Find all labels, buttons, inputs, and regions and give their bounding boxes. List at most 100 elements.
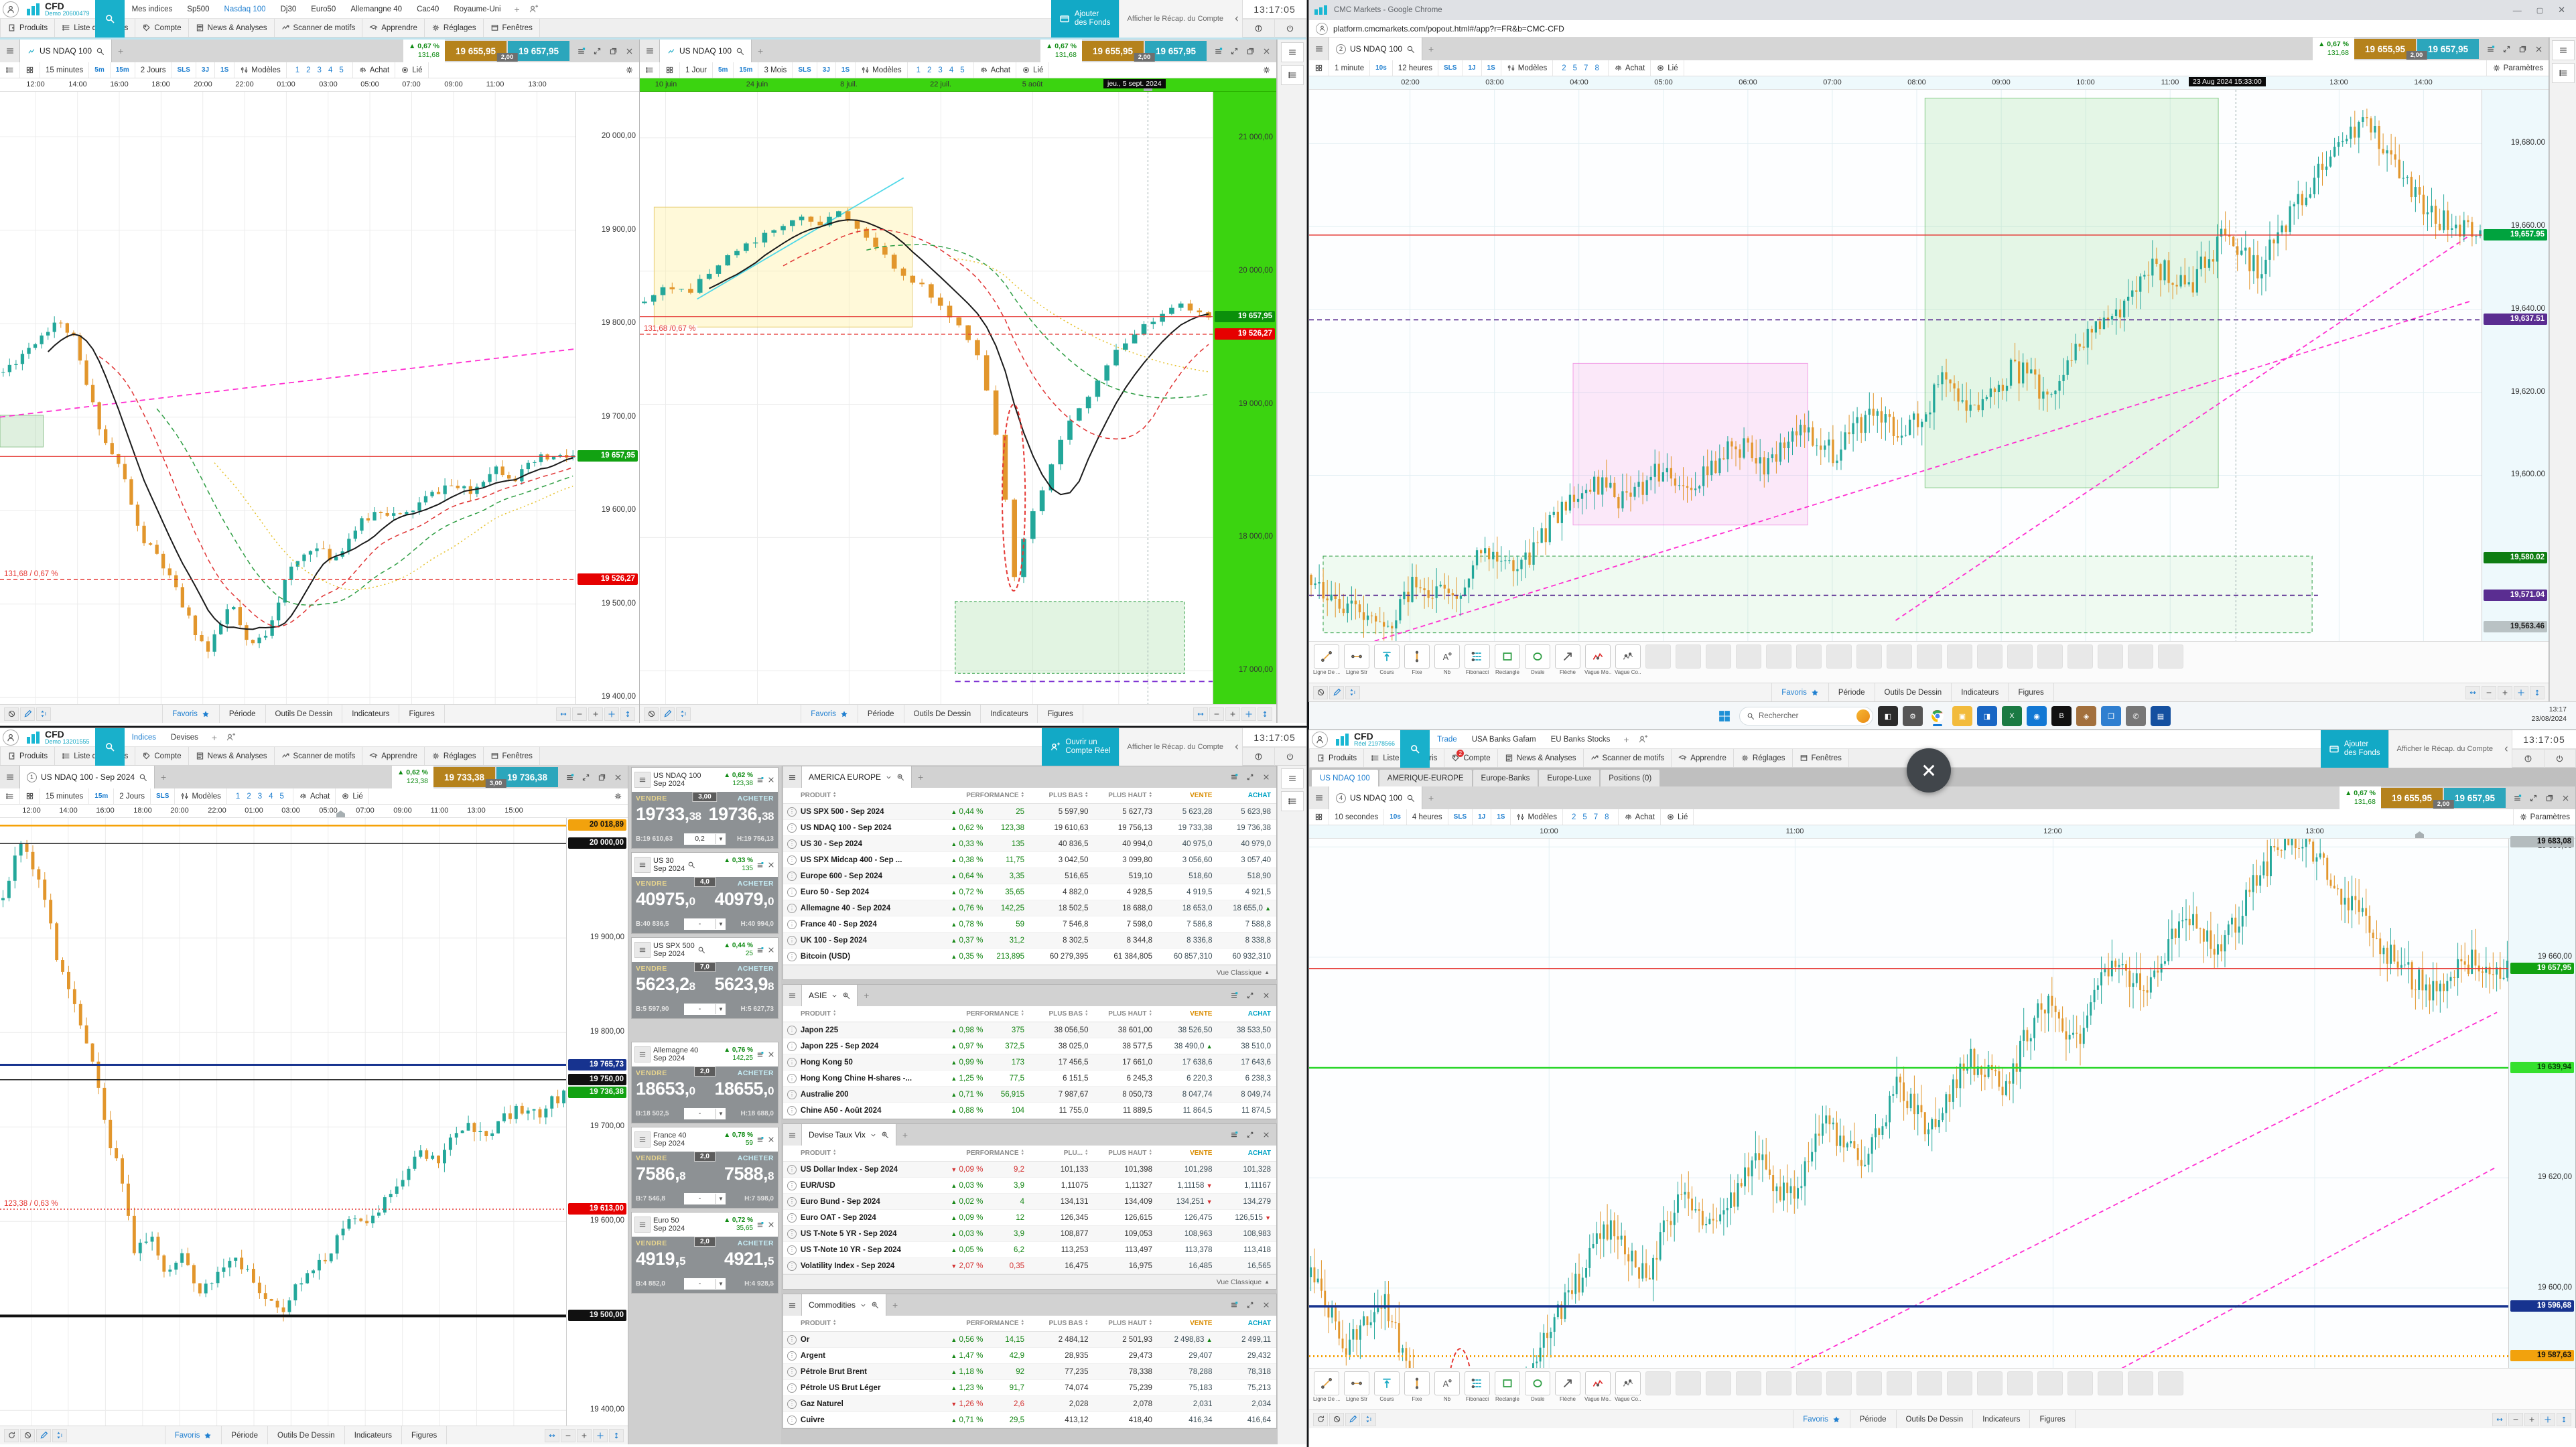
tool-1[interactable]: Ligne Str — [1343, 1371, 1370, 1402]
watchlist-row[interactable]: ⋮ Japon 225 ▲ 0,98 % 375 38 056,50 38 601,00 3… — [783, 1022, 1276, 1038]
ban-icon[interactable] — [20, 1428, 35, 1442]
tool-empty-slot[interactable] — [1826, 1371, 1852, 1395]
bottombar-item[interactable]: Outils De Dessin — [904, 705, 981, 723]
chart-type-icon[interactable] — [2510, 790, 2524, 805]
period-selector[interactable]: 1 Jour — [680, 62, 713, 78]
bottombar-item[interactable]: Période — [858, 705, 904, 723]
range-quick-1J[interactable]: 1J — [1473, 809, 1492, 825]
sell-price-button[interactable]: 19 655,95 — [1082, 41, 1144, 61]
search-icon[interactable] — [1406, 794, 1415, 803]
sell-price-button[interactable]: 19 733,38 — [433, 767, 495, 787]
close-icon[interactable] — [1259, 44, 1274, 58]
pencil-icon[interactable] — [660, 707, 675, 721]
watchlist-row[interactable]: ⋮ Or ▲ 0,56 % 14,15 2 484,12 2 501,93 2 498,83… — [783, 1332, 1276, 1348]
session-marker[interactable] — [336, 811, 345, 817]
range-quick-1J[interactable]: 1J — [1463, 60, 1482, 76]
instrument-info-icon[interactable]: ⋮ — [787, 839, 797, 849]
ban-icon[interactable] — [1329, 1412, 1344, 1426]
tool-empty-slot[interactable] — [1675, 1371, 1702, 1395]
taskbar-search[interactable]: Rechercher — [1739, 707, 1873, 726]
panel-options-icon[interactable] — [1227, 1298, 1241, 1312]
linked-button[interactable]: Lié — [1651, 60, 1684, 76]
price-chart[interactable] — [1309, 839, 2509, 1368]
range-quick-1S[interactable]: 1S — [215, 62, 235, 78]
popout-icon[interactable] — [1243, 44, 1258, 58]
bottombar-favoris[interactable]: Favoris — [164, 1426, 222, 1444]
watchlist-row[interactable]: ⋮ France 40 - Sep 2024 ▲ 0,78 % 59 7 546,8 7 … — [783, 916, 1276, 933]
watchlist-row[interactable]: ⋮ EUR/USD ▲ 0,03 % 3,9 1,11075 1,11327 1,11158… — [783, 1178, 1276, 1194]
tool-empty-slot[interactable] — [1705, 644, 1732, 669]
instrument-info-icon[interactable]: ⋮ — [787, 903, 797, 913]
add-workspace-button[interactable]: + — [211, 732, 217, 743]
menu-5[interactable]: Apprendre — [362, 19, 425, 37]
taskbar-app-icon[interactable]: B — [2051, 706, 2072, 726]
taskbar-app-icon[interactable]: ◨ — [1977, 706, 1997, 726]
taskbar-app-icon[interactable]: ✆ — [2126, 706, 2146, 726]
menu-5[interactable]: Apprendre — [362, 747, 425, 765]
range-selector[interactable]: 3 Mois — [758, 62, 793, 78]
new-tab-button[interactable]: + — [1428, 793, 1434, 803]
tool-empty-slot[interactable] — [1976, 644, 2003, 669]
close-icon[interactable] — [2558, 790, 2573, 805]
zoom-vexp-icon[interactable] — [2530, 685, 2545, 699]
menu-2[interactable]: Compte 2 — [1444, 749, 1498, 767]
vente-cell[interactable]: 2 498,83 ▲ — [1174, 1335, 1213, 1344]
watchlist-tab[interactable]: Commodities — [802, 1294, 887, 1316]
search-icon[interactable] — [697, 946, 705, 954]
achat-cell[interactable]: 1,11167 — [1244, 1181, 1272, 1190]
workspace-tab[interactable]: Euro50 — [311, 5, 336, 13]
workspace-tab[interactable]: Allemangne 40 — [350, 5, 403, 13]
tool-empty-slot[interactable] — [2007, 1371, 2033, 1395]
layout-grid-icon[interactable] — [660, 62, 680, 78]
taskbar-clock[interactable]: 13:17 23/08/2024 — [2531, 705, 2567, 723]
add-watchlist-tab[interactable]: + — [902, 1129, 908, 1140]
avatar[interactable] — [3, 729, 19, 746]
tool-empty-slot[interactable] — [1675, 644, 1702, 669]
workspace-layout-icon[interactable] — [1635, 734, 1651, 744]
period-quick-10s[interactable]: 10s — [1384, 809, 1407, 825]
menu-0[interactable]: Produits — [0, 747, 56, 765]
vente-cell[interactable]: 38 526,50 — [1178, 1026, 1213, 1034]
taskbar-app-icon[interactable]: ⚙ — [1903, 706, 1923, 726]
menu-4[interactable]: Scanner de motifs — [274, 747, 363, 765]
ticket-buy-price[interactable]: 19736,38 — [708, 804, 774, 824]
vente-cell[interactable]: 5 623,28 — [1182, 807, 1213, 816]
primary-account-button[interactable]: Ouvrir un Compte Réel — [1042, 728, 1119, 766]
tool-10[interactable]: Vague Co... — [1615, 644, 1641, 675]
tool-empty-slot[interactable] — [1826, 644, 1852, 669]
search-icon[interactable] — [736, 47, 744, 56]
tool-empty-slot[interactable] — [1856, 1371, 1883, 1395]
vente-cell[interactable]: 29,407 — [1189, 1351, 1213, 1360]
tool-empty-slot[interactable] — [2007, 644, 2033, 669]
panel-options-icon[interactable] — [1227, 1127, 1241, 1142]
instrument-info-icon[interactable]: ⋮ — [787, 871, 797, 881]
chart-menu-button[interactable] — [0, 766, 20, 788]
watchlist-menu-icon[interactable] — [783, 1124, 802, 1146]
tool-empty-slot[interactable] — [1705, 1371, 1732, 1395]
taskbar-app-icon[interactable]: ◉ — [2027, 706, 2047, 726]
ticket-options-icon[interactable] — [756, 1221, 764, 1229]
tool-empty-slot[interactable] — [1735, 644, 1762, 669]
workspace-tab[interactable]: Nasdaq 100 — [224, 5, 266, 13]
models-button[interactable]: Modèles — [1501, 60, 1554, 76]
chart-type-icon[interactable] — [573, 44, 588, 58]
ticket-buy-price[interactable]: 18655,0 — [714, 1079, 774, 1099]
tool-empty-slot[interactable] — [2097, 1371, 2124, 1395]
sidebar-list-icon[interactable] — [2551, 63, 2575, 83]
tool-empty-slot[interactable] — [2037, 1371, 2063, 1395]
instrument-info-icon[interactable]: ⋮ — [787, 1229, 797, 1239]
workspace-tab[interactable]: Trade — [1437, 735, 1457, 744]
ticket-sell-price[interactable]: 4919,5 — [636, 1249, 686, 1269]
taskbar-app-icon[interactable]: ◧ — [1878, 706, 1898, 726]
watchlist-row[interactable]: ⋮ Gaz Naturel ▼ 1,26 % 2,6 2,028 2,078 2,031 2,… — [783, 1396, 1276, 1412]
list-view-icon[interactable] — [0, 62, 20, 78]
achat-button[interactable]: Achat — [293, 788, 336, 804]
zoom-hexp-icon[interactable] — [2465, 685, 2481, 699]
achat-cell[interactable]: 113,418 — [1243, 1245, 1272, 1254]
ticket-sell-price[interactable]: 7586,8 — [636, 1164, 686, 1184]
zoom-minus-icon[interactable] — [1209, 707, 1225, 721]
workspace-tab[interactable]: USA Banks Gafam — [1471, 735, 1536, 744]
instrument-info-icon[interactable]: ⋮ — [787, 887, 797, 897]
range-quick-1S[interactable]: 1S — [1491, 809, 1511, 825]
